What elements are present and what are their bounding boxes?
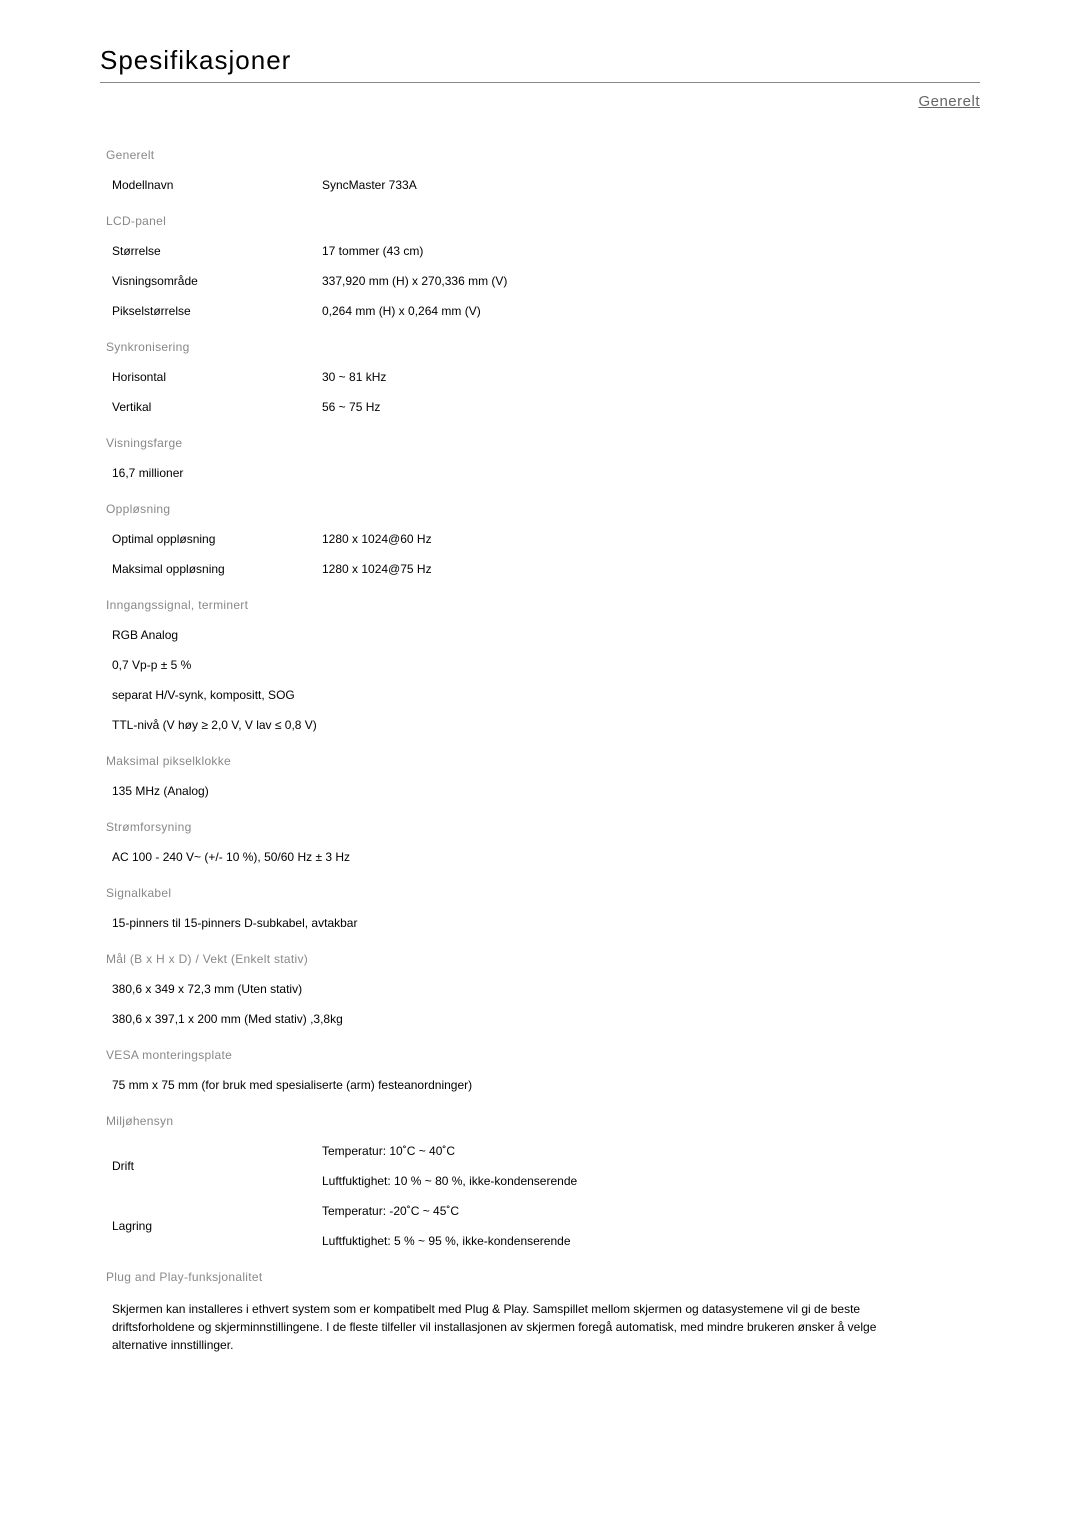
spec-label: Maksimal oppløsning [112,562,322,576]
group-header: Strømforsyning [100,812,980,842]
spec-value: 0,264 mm (H) x 0,264 mm (V) [322,304,481,318]
spec-full: 380,6 x 397,1 x 200 mm (Med stativ) ,3,8… [100,1004,980,1034]
spec-full: 15-pinners til 15-pinners D-subkabel, av… [100,908,980,938]
group-header: LCD-panel [100,206,980,236]
spec-value: SyncMaster 733A [322,178,417,192]
section-heading-link[interactable]: Generelt [100,93,980,110]
spec-value: 17 tommer (43 cm) [322,244,423,258]
spec-full: 135 MHz (Analog) [100,776,980,806]
env-temp: Temperatur: -20˚C ~ 45˚C [322,1196,571,1226]
spec-label: Vertikal [112,400,322,414]
spec-row: Maksimal oppløsning 1280 x 1024@75 Hz [100,554,980,584]
spec-value: 30 ~ 81 kHz [322,370,386,384]
spec-row: Størrelse 17 tommer (43 cm) [100,236,980,266]
group-header: Signalkabel [100,878,980,908]
page-title: Spesifikasjoner [100,45,980,83]
spec-label: Optimal oppløsning [112,532,322,546]
env-label: Lagring [112,1196,322,1256]
group-stromforsyning: Strømforsyning AC 100 - 240 V~ (+/- 10 %… [100,812,980,872]
spec-row: Horisontal 30 ~ 81 kHz [100,362,980,392]
spec-row: Visningsområde 337,920 mm (H) x 270,336 … [100,266,980,296]
group-header: Miljøhensyn [100,1106,980,1136]
spec-full: 75 mm x 75 mm (for bruk med spesialisert… [100,1070,980,1100]
env-humid: Luftfuktighet: 5 % ~ 95 %, ikke-kondense… [322,1226,571,1256]
spec-value: 337,920 mm (H) x 270,336 mm (V) [322,274,507,288]
group-signalkabel: Signalkabel 15-pinners til 15-pinners D-… [100,878,980,938]
group-lcd-panel: LCD-panel Størrelse 17 tommer (43 cm) Vi… [100,206,980,326]
spec-row: Vertikal 56 ~ 75 Hz [100,392,980,422]
spec-value: 1280 x 1024@60 Hz [322,532,432,546]
group-mal-vekt: Mål (B x H x D) / Vekt (Enkelt stativ) 3… [100,944,980,1034]
env-row-lagring: Lagring Temperatur: -20˚C ~ 45˚C Luftfuk… [100,1196,980,1256]
env-temp: Temperatur: 10˚C ~ 40˚C [322,1136,577,1166]
group-pikselklokke: Maksimal pikselklokke 135 MHz (Analog) [100,746,980,806]
group-vesa: VESA monteringsplate 75 mm x 75 mm (for … [100,1040,980,1100]
group-header: Synkronisering [100,332,980,362]
group-header: VESA monteringsplate [100,1040,980,1070]
spec-full: TTL-nivå (V høy ≥ 2,0 V, V lav ≤ 0,8 V) [100,710,980,740]
group-header: Inngangssignal, terminert [100,590,980,620]
group-header: Visningsfarge [100,428,980,458]
group-header: Generelt [100,140,980,170]
spec-full: 16,7 millioner [100,458,980,488]
group-opplosning: Oppløsning Optimal oppløsning 1280 x 102… [100,494,980,584]
env-values: Temperatur: -20˚C ~ 45˚C Luftfuktighet: … [322,1196,571,1256]
group-pnp: Plug and Play-funksjonalitet Skjermen ka… [100,1262,980,1362]
spec-full: 0,7 Vp-p ± 5 % [100,650,980,680]
spec-label: Modellnavn [112,178,322,192]
spec-label: Pikselstørrelse [112,304,322,318]
group-generelt: Generelt Modellnavn SyncMaster 733A [100,140,980,200]
group-header: Mål (B x H x D) / Vekt (Enkelt stativ) [100,944,980,974]
group-synkronisering: Synkronisering Horisontal 30 ~ 81 kHz Ve… [100,332,980,422]
group-miljohensyn: Miljøhensyn Drift Temperatur: 10˚C ~ 40˚… [100,1106,980,1256]
env-label: Drift [112,1136,322,1196]
group-inngangssignal: Inngangssignal, terminert RGB Analog 0,7… [100,590,980,740]
spec-full: separat H/V-synk, kompositt, SOG [100,680,980,710]
spec-label: Størrelse [112,244,322,258]
spec-full: 380,6 x 349 x 72,3 mm (Uten stativ) [100,974,980,1004]
env-row-drift: Drift Temperatur: 10˚C ~ 40˚C Luftfuktig… [100,1136,980,1196]
spec-value: 56 ~ 75 Hz [322,400,380,414]
env-values: Temperatur: 10˚C ~ 40˚C Luftfuktighet: 1… [322,1136,577,1196]
env-humid: Luftfuktighet: 10 % ~ 80 %, ikke-kondens… [322,1166,577,1196]
spec-row: Optimal oppløsning 1280 x 1024@60 Hz [100,524,980,554]
spec-value: 1280 x 1024@75 Hz [322,562,432,576]
spec-row: Modellnavn SyncMaster 733A [100,170,980,200]
group-header: Oppløsning [100,494,980,524]
pnp-text: Skjermen kan installeres i ethvert syste… [100,1292,900,1362]
spec-row: Pikselstørrelse 0,264 mm (H) x 0,264 mm … [100,296,980,326]
spec-full: RGB Analog [100,620,980,650]
group-header: Plug and Play-funksjonalitet [100,1262,980,1292]
spec-full: AC 100 - 240 V~ (+/- 10 %), 50/60 Hz ± 3… [100,842,980,872]
spec-label: Horisontal [112,370,322,384]
spec-label: Visningsområde [112,274,322,288]
group-header: Maksimal pikselklokke [100,746,980,776]
group-visningsfarge: Visningsfarge 16,7 millioner [100,428,980,488]
